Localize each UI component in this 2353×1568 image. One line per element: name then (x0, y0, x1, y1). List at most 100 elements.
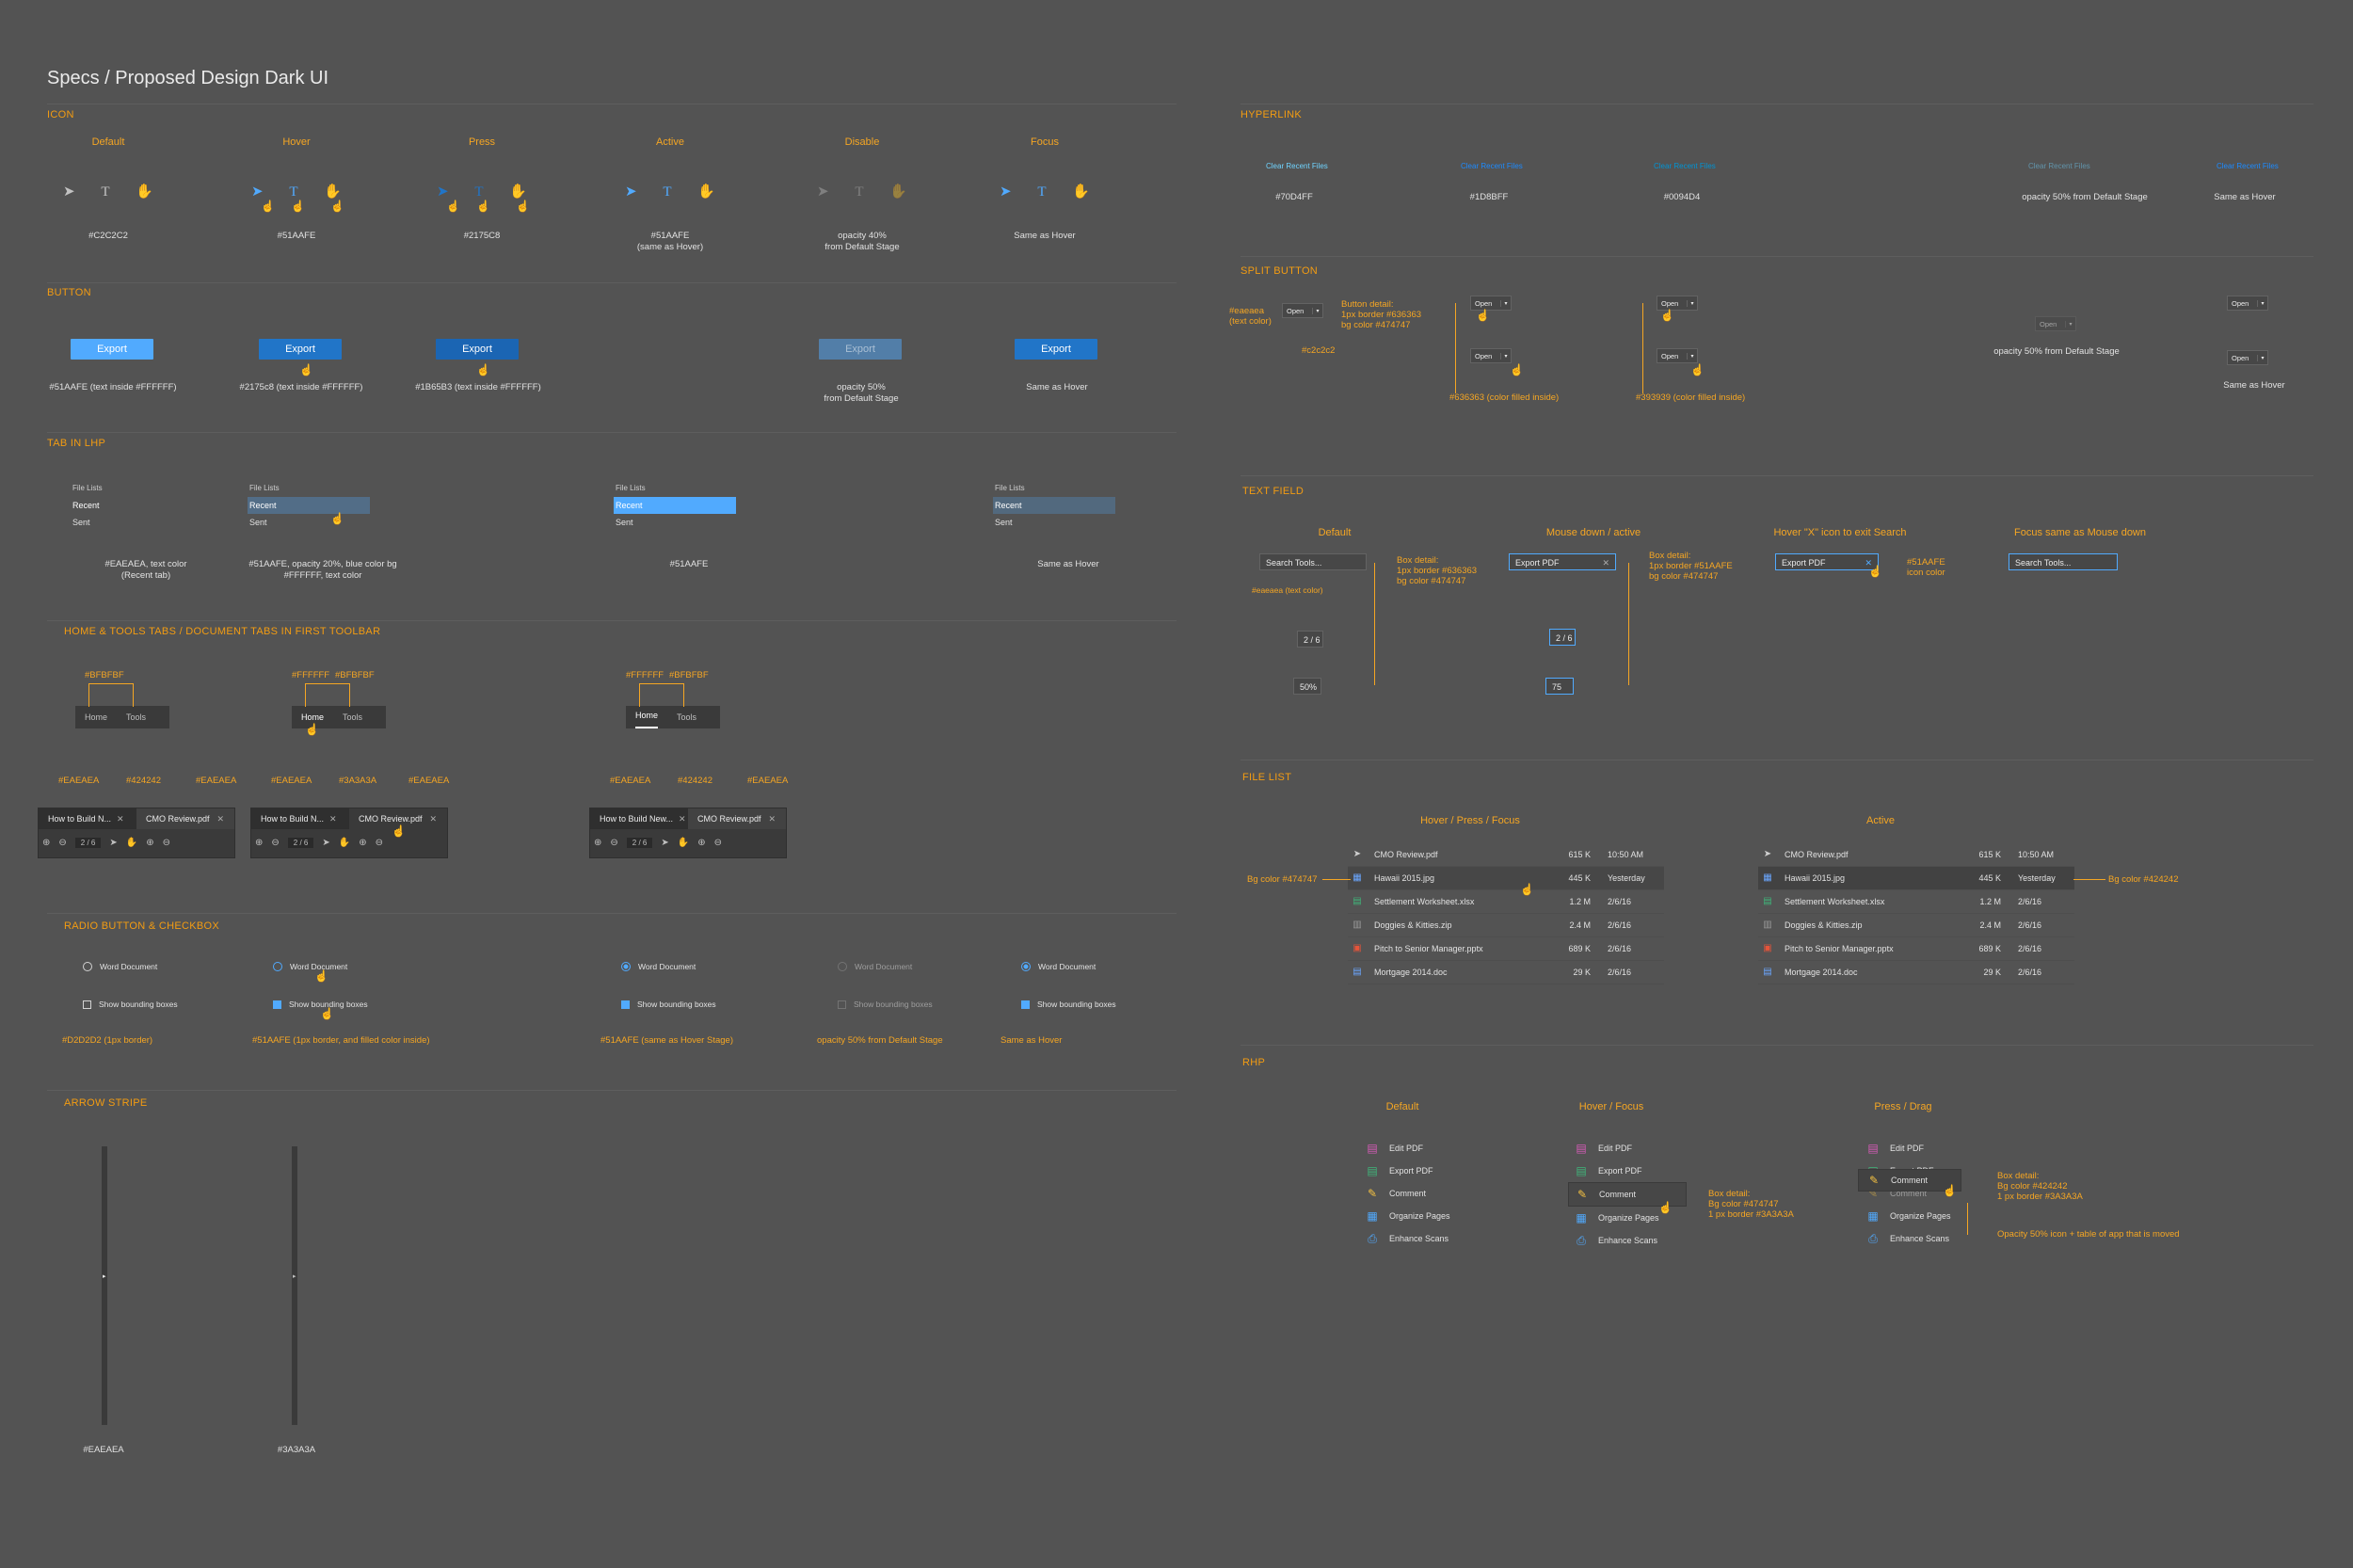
file-list-row[interactable]: ➤ CMO Review.pdf 615 K 10:50 AM (1758, 843, 2074, 867)
home-tab[interactable]: Home (85, 712, 108, 722)
lhp-tab-sent[interactable]: Sent (72, 518, 90, 527)
rhp-item[interactable]: ▦ Organize Pages (1574, 1207, 1687, 1229)
file-list-row[interactable]: ➤ CMO Review.pdf 615 K 10:50 AM (1348, 843, 1664, 867)
doc-tab[interactable]: How to Build N... ✕ (39, 808, 136, 829)
zoom-in-icon[interactable]: ⊕ (359, 837, 367, 848)
hand-tool-icon[interactable]: ✋ (136, 184, 153, 200)
lhp-tab-sent[interactable]: Sent (995, 518, 1013, 527)
doc-tab[interactable]: How to Build New... ✕ (590, 808, 688, 829)
pointer-icon[interactable]: ➤ (437, 184, 449, 200)
search-field-focus[interactable]: Search Tools... (2009, 553, 2118, 570)
close-icon[interactable]: ✕ (429, 814, 438, 824)
close-icon[interactable]: ✕ (679, 814, 686, 824)
text-tool-icon[interactable]: T (289, 184, 298, 200)
lhp-tab-recent[interactable]: Recent (614, 497, 736, 514)
rhp-item[interactable]: ▤ Export PDF (1365, 1160, 1478, 1182)
zoom-field-default[interactable]: 50% (1293, 678, 1321, 695)
chevron-down-icon[interactable]: ▾ (1500, 299, 1511, 307)
checkbox[interactable] (273, 1000, 281, 1009)
clear-recent-files-link[interactable]: Clear Recent Files (2028, 162, 2090, 170)
file-list-row[interactable]: ▣ Pitch to Senior Manager.pptx 689 K 2/6/16 (1348, 937, 1664, 961)
radio-button[interactable] (838, 962, 847, 971)
checkbox[interactable] (1021, 1000, 1030, 1009)
rhp-item[interactable]: ▦ Organize Pages (1865, 1205, 1978, 1227)
close-icon[interactable]: ✕ (329, 814, 337, 824)
zoom-out-icon[interactable]: ⊖ (375, 837, 383, 848)
clear-recent-files-link[interactable]: Clear Recent Files (1266, 162, 1328, 170)
page-field[interactable]: 2 / 6 (626, 837, 653, 848)
zoom-out-icon[interactable]: ⊖ (713, 837, 722, 848)
chevron-down-icon[interactable]: ▾ (1312, 307, 1322, 314)
file-list-row[interactable]: ▦ Hawaii 2015.jpg 445 K Yesterday (1348, 867, 1664, 890)
rhp-dragged-item[interactable]: ✎ Comment (1858, 1169, 1961, 1192)
zoom-in-icon[interactable]: ⊕ (146, 837, 154, 848)
clear-recent-files-link[interactable]: Clear Recent Files (1654, 162, 1716, 170)
text-tool-icon[interactable]: T (663, 184, 672, 200)
radio-button[interactable] (1021, 962, 1031, 971)
split-button-focus-chevron[interactable]: Open ▾ (2227, 350, 2268, 365)
chevron-down-icon[interactable]: ▾ (2257, 354, 2267, 361)
page-up-icon[interactable]: ⊕ (255, 837, 264, 848)
hand-tool-icon[interactable]: ✋ (697, 184, 715, 200)
export-button[interactable]: Export (1015, 339, 1097, 360)
text-tool-icon[interactable]: T (101, 184, 110, 200)
text-tool-icon[interactable]: T (1037, 184, 1047, 200)
rhp-item[interactable]: ✎ Comment (1865, 1182, 1978, 1205)
radio-button[interactable] (273, 962, 282, 971)
chevron-down-icon[interactable]: ▾ (2065, 320, 2075, 328)
file-list-row[interactable]: ▤ Settlement Worksheet.xlsx 1.2 M 2/6/16 (1758, 890, 2074, 914)
rhp-item[interactable]: ⎙ Enhance Scans (1865, 1227, 1978, 1250)
pointer-icon[interactable]: ➤ (322, 837, 330, 848)
pointer-icon[interactable]: ➤ (625, 184, 637, 200)
export-button[interactable]: Export (436, 339, 519, 360)
text-tool-icon[interactable]: T (855, 184, 864, 200)
tools-tab[interactable]: Tools (343, 712, 363, 722)
hand-tool-icon[interactable]: ✋ (677, 837, 690, 848)
doc-tab-active[interactable]: CMO Review.pdf ✕ (688, 808, 786, 829)
search-field-active[interactable]: Export PDF ✕ (1509, 553, 1616, 570)
rhp-item[interactable]: ✎ Comment (1365, 1182, 1478, 1205)
export-button[interactable]: Export (259, 339, 342, 360)
split-button-focus[interactable]: Open ▾ (2227, 296, 2268, 311)
hand-tool-icon[interactable]: ✋ (1072, 184, 1090, 200)
pointer-icon[interactable]: ➤ (63, 184, 75, 200)
chevron-down-icon[interactable]: ▾ (1687, 352, 1697, 360)
doc-tab-active[interactable]: CMO Review.pdf ✕ (136, 808, 234, 829)
close-icon[interactable]: ✕ (1865, 558, 1872, 568)
file-list-row[interactable]: ▤ Settlement Worksheet.xlsx 1.2 M 2/6/16 (1348, 890, 1664, 914)
file-list-row[interactable]: ▥ Doggies & Kitties.zip 2.4 M 2/6/16 (1348, 914, 1664, 937)
page-field-active[interactable]: 2 / 6 (1549, 629, 1576, 646)
split-button-press[interactable]: Open ▾ (1657, 296, 1698, 311)
rhp-item[interactable]: ▤ Edit PDF (1865, 1137, 1978, 1160)
lhp-tab-recent[interactable]: Recent (248, 497, 370, 514)
export-button[interactable]: Export (71, 339, 153, 360)
pointer-icon[interactable]: ➤ (661, 837, 669, 848)
page-field[interactable]: 2 / 6 (74, 837, 102, 848)
page-down-icon[interactable]: ⊖ (610, 837, 618, 848)
page-field-default[interactable]: 2 / 6 (1297, 631, 1323, 648)
checkbox[interactable] (621, 1000, 630, 1009)
lhp-tab-recent[interactable]: Recent (993, 497, 1115, 514)
home-tab[interactable]: Home (301, 712, 325, 722)
doc-tab[interactable]: How to Build N... ✕ (251, 808, 349, 829)
arrow-stripe-default[interactable] (102, 1146, 107, 1425)
lhp-tab-sent[interactable]: Sent (616, 518, 633, 527)
radio-button[interactable] (83, 962, 92, 971)
hand-tool-icon[interactable]: ✋ (338, 837, 351, 848)
file-list-row[interactable]: ▥ Doggies & Kitties.zip 2.4 M 2/6/16 (1758, 914, 2074, 937)
clear-recent-files-link[interactable]: Clear Recent Files (2217, 162, 2279, 170)
rhp-item[interactable]: ▦ Organize Pages (1365, 1205, 1478, 1227)
pointer-icon[interactable]: ➤ (1000, 184, 1012, 200)
pointer-icon[interactable]: ➤ (109, 837, 118, 848)
doc-tab-active[interactable]: CMO Review.pdf ✕ (349, 808, 447, 829)
hand-tool-icon[interactable]: ✋ (125, 837, 138, 848)
pointer-icon[interactable]: ➤ (817, 184, 829, 200)
chevron-down-icon[interactable]: ▾ (2257, 299, 2267, 307)
search-field-default[interactable]: Search Tools... (1259, 553, 1367, 570)
close-icon[interactable]: ✕ (216, 814, 225, 824)
zoom-in-icon[interactable]: ⊕ (697, 837, 706, 848)
checkbox[interactable] (838, 1000, 846, 1009)
radio-button[interactable] (621, 962, 631, 971)
rhp-item[interactable]: ✎ Comment (1568, 1182, 1687, 1207)
file-list-row[interactable]: ▤ Mortgage 2014.doc 29 K 2/6/16 (1758, 961, 2074, 984)
